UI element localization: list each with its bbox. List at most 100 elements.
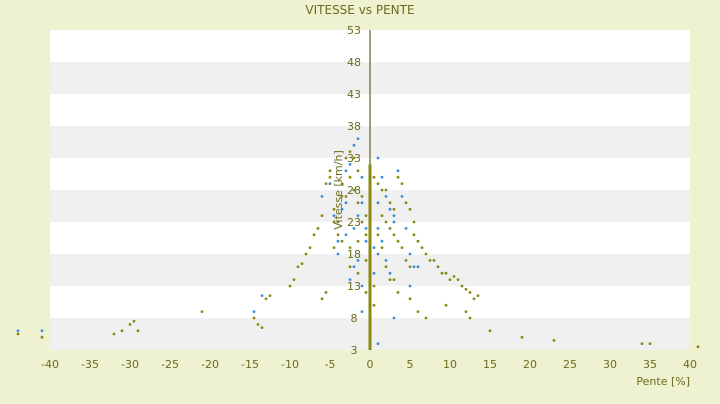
data-point [16,329,20,333]
data-point [388,201,392,205]
y-tick-label: 23 [347,216,361,229]
data-point [348,175,352,179]
data-point [396,291,400,294]
data-point [360,175,364,179]
data-point [360,284,364,288]
x-tick-label: 10 [443,358,457,371]
data-point [328,182,332,186]
data-point [320,214,324,218]
data-point [312,233,316,237]
x-tick-label: 20 [523,358,537,371]
y-tick-label: 3 [351,344,358,357]
data-point [336,220,340,224]
data-point [344,233,348,237]
data-point [352,143,356,147]
data-point [376,227,380,230]
data-point [380,239,384,243]
data-point [432,259,436,262]
data-point [412,220,416,224]
x-tick-label: 5 [407,358,414,371]
x-tick-label: -25 [161,358,179,371]
data-point [464,310,468,313]
data-point [356,239,360,243]
data-point [472,297,476,301]
data-point [360,310,364,313]
data-point [404,259,408,262]
data-point [392,207,396,211]
data-point [364,291,368,294]
data-point [304,252,308,256]
data-point [308,246,312,250]
data-point [336,239,340,243]
data-point [360,195,364,198]
data-point [356,271,360,275]
data-point [292,278,296,281]
data-point [348,163,352,166]
data-point [384,195,388,198]
data-point [468,291,472,294]
data-point [40,329,44,333]
data-point [336,252,340,256]
data-point [388,207,392,211]
x-tick-label: -10 [281,358,299,371]
data-point [444,303,448,307]
x-tick-label: 15 [483,358,497,371]
x-tick-label: 0 [367,358,374,371]
data-point [252,316,256,320]
data-point [388,227,392,230]
x-tick-label: -15 [241,358,259,371]
data-point [380,175,384,179]
x-tick-label: -5 [325,358,336,371]
data-point [132,319,136,323]
x-tick-label: -40 [41,358,59,371]
data-point [324,291,328,294]
data-point [396,239,400,243]
data-point [552,339,556,342]
data-point [388,271,392,275]
data-point [376,156,380,160]
x-axis-label: Pente [%] [636,375,690,388]
data-point [360,220,364,224]
data-point [468,316,472,320]
data-point [328,169,332,173]
data-point [296,265,300,269]
chart-title: VITESSE vs PENTE [305,3,414,17]
data-point [352,265,356,269]
data-point [112,332,116,336]
data-point [364,227,368,230]
y-tick-label: 53 [347,24,361,37]
data-point [128,323,132,326]
data-point [392,220,396,224]
data-point [364,233,368,237]
data-point [348,246,352,250]
data-point [408,284,412,288]
data-point [444,271,448,275]
data-point [464,287,468,291]
data-point [640,342,644,345]
data-point [340,182,344,186]
x-tick-label: -20 [201,358,219,371]
data-point [360,201,364,205]
data-point [200,310,204,313]
data-point [336,233,340,237]
data-point [364,239,368,243]
data-point [400,182,404,186]
data-point [520,335,524,339]
data-point [396,175,400,179]
data-point [332,246,336,250]
data-point [252,310,256,313]
data-point [340,239,344,243]
data-point [376,252,380,256]
data-point [260,294,264,297]
data-point [352,188,356,192]
data-point [696,345,700,349]
data-point [388,278,392,281]
data-point [332,214,336,218]
data-point [380,246,384,250]
data-point [384,220,388,224]
data-point [408,265,412,269]
data-point [392,316,396,320]
data-point [412,265,416,269]
